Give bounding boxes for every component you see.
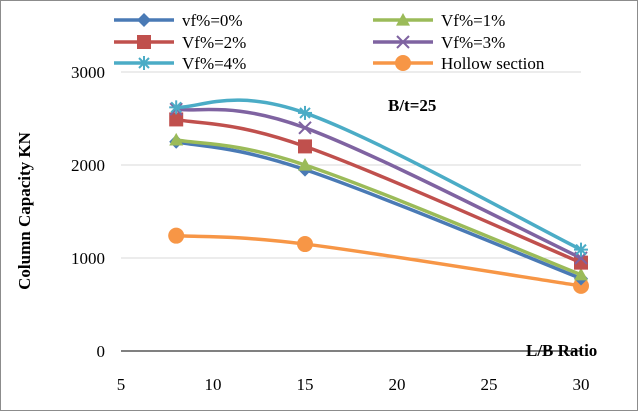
data-point-marker bbox=[298, 121, 312, 135]
data-point-marker bbox=[574, 242, 588, 257]
y-tick-label: 0 bbox=[97, 342, 106, 361]
series-lines bbox=[168, 98, 589, 294]
legend-label: Hollow section bbox=[441, 54, 545, 73]
annotation-bt-ratio: B/t=25 bbox=[388, 96, 436, 115]
series-line bbox=[174, 98, 583, 252]
series-line bbox=[174, 138, 583, 277]
marker-stroke bbox=[298, 121, 312, 135]
y-tick-label: 2000 bbox=[71, 156, 105, 175]
data-point-marker bbox=[298, 158, 312, 171]
y-tick-label: 3000 bbox=[71, 63, 105, 82]
y-tick-label: 1000 bbox=[71, 249, 105, 268]
series-line bbox=[174, 117, 583, 265]
x-axis-title: L/B Ratio bbox=[526, 341, 597, 360]
marker-stroke bbox=[396, 35, 410, 49]
data-point-marker bbox=[396, 35, 410, 49]
data-point-marker bbox=[169, 132, 184, 146]
series-vf-1- bbox=[169, 132, 588, 281]
legend-item: Vf%=1% bbox=[373, 11, 505, 30]
legend-label: Vf%=2% bbox=[182, 33, 246, 52]
data-point-marker bbox=[169, 100, 184, 115]
legend-label: Vf%=1% bbox=[441, 11, 505, 30]
series-line bbox=[174, 140, 583, 281]
data-point-marker bbox=[573, 277, 589, 294]
data-point-marker bbox=[396, 13, 410, 26]
data-point-marker bbox=[137, 35, 151, 49]
data-point-marker bbox=[574, 267, 588, 281]
legend-item: Vf%=3% bbox=[373, 33, 505, 52]
x-tick-label: 30 bbox=[573, 375, 590, 394]
legend-label: Vf%=3% bbox=[441, 33, 505, 52]
x-tick-label: 25 bbox=[481, 375, 498, 394]
x-tick-label: 20 bbox=[389, 375, 406, 394]
data-point-marker bbox=[168, 227, 185, 244]
series-vf-3- bbox=[169, 102, 588, 265]
series-hollow-section bbox=[168, 227, 589, 294]
legend-item: Vf%=4% bbox=[114, 54, 246, 73]
data-point-marker bbox=[574, 255, 588, 270]
series-line bbox=[174, 107, 583, 260]
data-point-marker bbox=[298, 105, 312, 120]
data-point-marker bbox=[137, 56, 151, 70]
series-line bbox=[174, 233, 583, 288]
legend: vf%=0% Vf%=1% Vf%=2% Vf%=3% Vf%=4% Hollow sec… bbox=[114, 11, 545, 73]
tick-labels: 0 1000 2000 3000 5 10 15 20 25 30 bbox=[71, 63, 590, 394]
data-point-marker bbox=[395, 55, 411, 71]
legend-item: Vf%=2% bbox=[114, 33, 246, 52]
series-vf-4- bbox=[169, 98, 588, 257]
data-point-marker bbox=[298, 139, 312, 154]
x-tick-label: 5 bbox=[117, 375, 126, 394]
x-tick-label: 15 bbox=[297, 375, 314, 394]
legend-item: Hollow section bbox=[373, 54, 545, 73]
data-point-marker bbox=[169, 112, 184, 127]
series-vf-2- bbox=[169, 112, 588, 270]
data-point-marker bbox=[137, 13, 151, 27]
legend-item: vf%=0% bbox=[114, 11, 243, 30]
data-point-marker bbox=[297, 236, 313, 253]
y-axis-title: Column Capacity KN bbox=[15, 131, 34, 289]
legend-label: vf%=0% bbox=[182, 11, 243, 30]
legend-label: Vf%=4% bbox=[182, 54, 246, 73]
x-tick-label: 10 bbox=[205, 375, 222, 394]
